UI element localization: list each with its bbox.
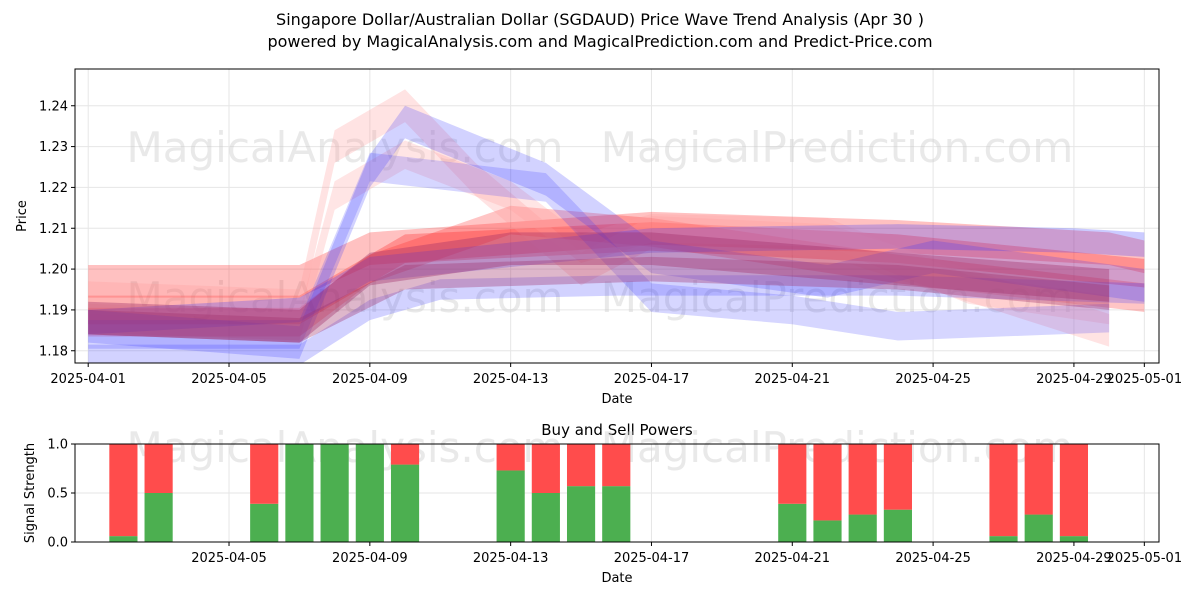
chart-title: Singapore Dollar/Australian Dollar (SGDA… — [276, 10, 924, 29]
sell-bar — [566, 444, 596, 487]
buy-bar — [848, 514, 877, 542]
wave-band-pink — [88, 89, 1110, 347]
powers-tick-layer: 2025-04-05 2025-04-09 2025-04-13 2025-04-17… — [47, 438, 1182, 567]
wave-band-blue — [88, 152, 1110, 349]
wave-band-pink — [88, 140, 1110, 341]
price-y-tick-label: 1.20 — [39, 263, 68, 278]
sell-bar — [778, 444, 807, 504]
sell-bar — [109, 444, 138, 537]
buy-bar — [1059, 536, 1089, 542]
powers-x-tick-label: 2025-04-25 — [895, 551, 971, 566]
powers-x-tick-label: 2025-04-09 — [332, 551, 408, 566]
price-x-tick-label: 2025-04-09 — [332, 372, 408, 387]
sell-bar — [813, 444, 842, 521]
powers-x-tick-label: 2025-05-01 — [1107, 551, 1183, 566]
price-y-tick-label: 1.21 — [39, 222, 68, 237]
buy-bar — [496, 470, 525, 542]
sell-bar — [1059, 444, 1089, 537]
powers-y-tick-label: 1.0 — [47, 438, 68, 453]
price-y-tick-label: 1.22 — [39, 181, 68, 196]
price-x-tick-label: 2025-04-17 — [614, 372, 690, 387]
price-y-tick-label: 1.18 — [39, 344, 68, 359]
price-y-tick-label: 1.19 — [39, 303, 68, 318]
sell-bar — [848, 444, 877, 515]
price-y-tick-label: 1.23 — [39, 140, 68, 155]
buy-bar — [566, 486, 596, 542]
buy-bar — [109, 536, 138, 542]
buy-bar — [1024, 514, 1053, 542]
powers-y-tick-label: 0.5 — [47, 487, 68, 502]
buy-bar — [989, 536, 1018, 542]
wave-band-blue — [88, 105, 1145, 359]
buy-bar — [883, 509, 912, 542]
powers-bar-layer — [109, 444, 1089, 542]
price-x-tick-label: 2025-05-01 — [1107, 372, 1183, 387]
sell-bar — [989, 444, 1018, 537]
sell-bar — [496, 444, 525, 471]
price-x-tick-label: 2025-04-25 — [895, 372, 971, 387]
price-x-tick-label: 2025-04-13 — [473, 372, 549, 387]
powers-x-tick-label: 2025-04-17 — [614, 551, 690, 566]
price-y-tick-label: 1.24 — [39, 99, 68, 114]
sell-bar — [250, 444, 279, 504]
price-x-tick-label: 2025-04-05 — [191, 372, 267, 387]
price-x-tick-label: 2025-04-21 — [755, 372, 831, 387]
wave-band-purple — [88, 232, 1110, 343]
wave-band-red — [88, 205, 1145, 337]
powers-x-tick-label: 2025-04-13 — [473, 551, 549, 566]
price-tick-layer: 2025-04-01 2025-04-05 2025-04-09 2025-04-13… — [39, 99, 1182, 387]
price-grid — [75, 69, 1159, 363]
powers-y-tick-label: 0.0 — [47, 536, 68, 551]
buy-bar — [390, 464, 420, 542]
powers-x-tick-label: 2025-04-05 — [191, 551, 267, 566]
buy-bar — [355, 444, 384, 542]
buy-bar — [285, 444, 314, 542]
powers-x-axis-label: Date — [601, 571, 632, 586]
wave-band-red — [88, 211, 1145, 298]
powers-y-axis-label: Signal Strength — [23, 443, 38, 543]
buy-bar — [250, 503, 279, 542]
buy-bar — [602, 486, 631, 542]
wave-series-layer — [88, 89, 1145, 363]
buy-bar — [144, 493, 173, 542]
price-y-axis-label: Price — [15, 200, 30, 232]
powers-x-tick-label: 2025-04-29 — [1036, 551, 1112, 566]
sell-bar — [390, 444, 420, 465]
buy-bar — [320, 444, 349, 542]
sell-bar — [144, 444, 173, 493]
buy-bar — [778, 503, 807, 542]
watermark-left: MagicalAnalysis.com — [127, 123, 564, 172]
sell-bar — [531, 444, 560, 493]
sell-bar — [602, 444, 631, 487]
watermark-right-lower: MagicalPrediction.com — [601, 273, 1074, 322]
buy-bar — [813, 520, 842, 542]
wave-band-blue — [88, 275, 1145, 363]
powers-x-tick-label: 2025-04-21 — [755, 551, 831, 566]
price-x-tick-label: 2025-04-01 — [50, 372, 126, 387]
wave-band-blue — [88, 224, 1145, 335]
watermark-left-lower: MagicalAnalysis.com — [127, 273, 564, 322]
price-axes-frame — [74, 68, 1160, 364]
sell-bar — [1024, 444, 1053, 515]
wave-band-purple — [88, 256, 1110, 343]
wave-band-red — [88, 222, 1145, 325]
powers-title: Buy and Sell Powers — [541, 421, 693, 439]
chart-subtitle: powered by MagicalAnalysis.com and Magic… — [267, 32, 933, 51]
price-x-tick-label: 2025-04-29 — [1036, 372, 1112, 387]
watermark-right: MagicalPrediction.com — [601, 123, 1074, 172]
sell-bar — [883, 444, 912, 510]
price-x-axis-label: Date — [601, 392, 632, 407]
watermark-layer: MagicalAnalysis.com MagicalPrediction.co… — [127, 123, 1074, 322]
buy-bar — [531, 493, 560, 542]
